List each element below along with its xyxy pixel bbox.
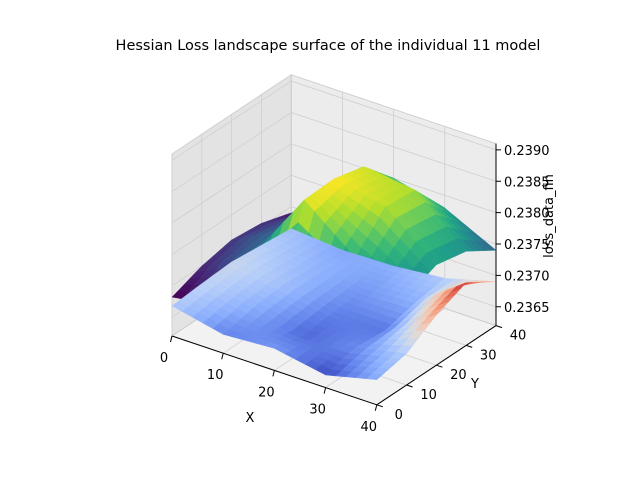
z-tick-label: 0.2390 — [504, 144, 550, 159]
x-tick-mark — [323, 387, 327, 394]
surface-coolwarm-patch — [366, 373, 384, 380]
surface-mesh — [171, 166, 497, 380]
x-tick-label: 20 — [258, 385, 275, 400]
y-tick-mark — [406, 384, 413, 388]
x-tick-mark — [272, 370, 275, 377]
y-tick-label: 40 — [510, 329, 527, 344]
grid-line-z — [171, 112, 497, 193]
x-axis-label: X — [246, 411, 255, 426]
y-tick-label: 30 — [480, 348, 497, 363]
x-tick-mark — [170, 335, 173, 343]
x-tick-label: 30 — [309, 403, 326, 418]
grid-line-z — [171, 80, 497, 161]
x-tick-label: 0 — [160, 351, 168, 366]
y-tick-mark — [436, 364, 443, 368]
tick-labels: 0 10 20 30 40 0 10 20 30 40 0.2365 0.2370 0.2375 0.23… — [160, 144, 550, 435]
z-axis-label: loss_data_fin — [542, 174, 557, 258]
z-tick-label: 0.2385 — [504, 175, 550, 190]
y-tick-label: 20 — [450, 368, 467, 383]
x-tick-label: 40 — [361, 420, 378, 435]
y-tick-mark — [466, 344, 473, 348]
x-tick-mark — [221, 353, 224, 360]
y-tick-label: 10 — [420, 388, 437, 403]
grid-line-z — [171, 143, 497, 224]
z-tick-label: 0.2365 — [504, 301, 550, 316]
y-tick-mark — [376, 404, 383, 408]
z-tick-label: 0.2370 — [504, 269, 550, 284]
chart-title: Hessian Loss landscape surface of the in… — [116, 38, 541, 54]
y-axis-label: Y — [470, 377, 479, 392]
z-tick-label: 0.2375 — [504, 238, 550, 253]
x-tick-label: 10 — [207, 368, 224, 383]
x-tick-mark — [374, 404, 378, 411]
y-tick-mark — [495, 325, 503, 329]
y-tick-label: 0 — [395, 408, 403, 423]
z-tick-label: 0.2380 — [504, 207, 550, 222]
axis-lines — [170, 143, 503, 411]
